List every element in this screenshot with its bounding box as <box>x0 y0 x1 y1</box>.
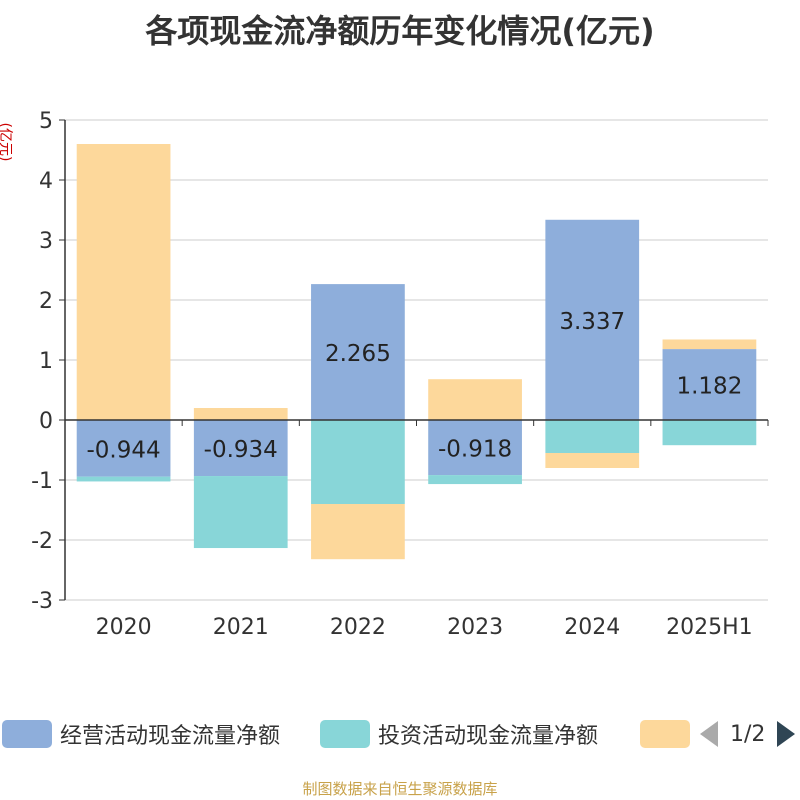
legend-pager: 1/2 <box>700 716 796 752</box>
bar-series-2-2024 <box>545 453 640 468</box>
data-label-2022: 2.265 <box>325 341 391 367</box>
bar-series-0-2020 <box>76 420 171 477</box>
legend-swatch-investing <box>320 720 370 748</box>
bar-series-0-2021 <box>193 420 288 477</box>
data-label-2023: -0.918 <box>438 437 512 463</box>
chevron-right-icon[interactable] <box>777 721 796 747</box>
bar-series-0-2025H1 <box>662 349 757 420</box>
legend-label-investing: 投资活动现金流量净额 <box>378 724 599 749</box>
x-axis-tick-label-2020: 2020 <box>96 615 152 640</box>
bar-series-2-2025H1 <box>662 339 757 350</box>
y-axis-tick-label: -2 <box>31 529 53 554</box>
y-axis-tick-label: -3 <box>31 589 53 614</box>
legend-item-investing[interactable]: 投资活动现金流量净额 <box>320 716 598 752</box>
axes: 5 4 3 2 1 0 -1 -2 -3 2020 2021 2022 2023 2024 2025H1 <box>31 109 769 640</box>
bar-series-0-2024 <box>545 219 640 420</box>
chart-title: 各项现金流净额历年变化情况(亿元) <box>145 12 655 50</box>
y-axis-tick-label: 3 <box>39 229 53 254</box>
legend-swatch-operating <box>2 720 52 748</box>
y-axis-tick-label: 1 <box>39 349 53 374</box>
legend-item-operating[interactable]: 经营活动现金流量净额 <box>2 716 280 752</box>
bar-series-1-2022 <box>311 420 405 504</box>
bar-series-2-2023 <box>428 379 522 420</box>
data-source-note: 制图数据来自恒生聚源数据库 <box>302 780 498 798</box>
bar-series-1-2020 <box>76 476 171 482</box>
bar-series-1-2024 <box>545 420 640 453</box>
stacked-bar-chart: 5 4 3 2 1 0 -1 -2 -3 2020 2021 2022 2023 2024 2025H1 -… <box>31 109 769 640</box>
x-axis-tick-label-2021: 2021 <box>213 615 269 640</box>
bar-series-1-2021 <box>193 476 288 549</box>
grid-lines <box>65 119 768 601</box>
data-label-2020: -0.944 <box>87 437 161 463</box>
y-axis-tick-label: 0 <box>39 409 53 434</box>
y-axis-tick-label: 2 <box>39 289 53 314</box>
x-axis-tick-label-2022: 2022 <box>330 615 386 640</box>
data-label-2021: -0.934 <box>204 437 278 463</box>
legend-swatch-financing <box>640 720 690 748</box>
x-axis-tick-label-2023: 2023 <box>447 615 503 640</box>
y-axis-tick-label: 4 <box>39 169 53 194</box>
y-axis-tick-label: 5 <box>39 109 53 134</box>
bar-series-0-2023 <box>428 420 522 476</box>
legend-label-operating: 经营活动现金流量净额 <box>60 724 281 749</box>
chevron-left-icon[interactable] <box>700 721 718 747</box>
data-label-2025H1: 1.182 <box>676 374 742 400</box>
bar-series-2-2022 <box>311 504 405 560</box>
bar-series-1-2025H1 <box>662 420 757 446</box>
y-axis-tick-label: -1 <box>31 469 53 494</box>
bar-series-0-2022 <box>311 284 405 420</box>
legend: 经营活动现金流量净额 投资活动现金流量净额 1/2 <box>0 716 800 756</box>
bar-series-1-2023 <box>428 475 522 485</box>
data-label-2024: 3.337 <box>559 309 625 335</box>
data-labels: -0.944 -0.934 2.265 -0.918 3.337 1.182 <box>87 309 743 463</box>
x-axis-tick-label-2025H1: 2025H1 <box>666 615 753 640</box>
x-axis-tick-label-2024: 2024 <box>564 615 620 640</box>
legend-page-indicator: 1/2 <box>730 721 766 747</box>
bars <box>76 144 757 560</box>
bar-series-2-2020 <box>76 144 171 420</box>
legend-item-financing[interactable] <box>640 716 690 752</box>
bar-series-2-2021 <box>193 408 288 420</box>
